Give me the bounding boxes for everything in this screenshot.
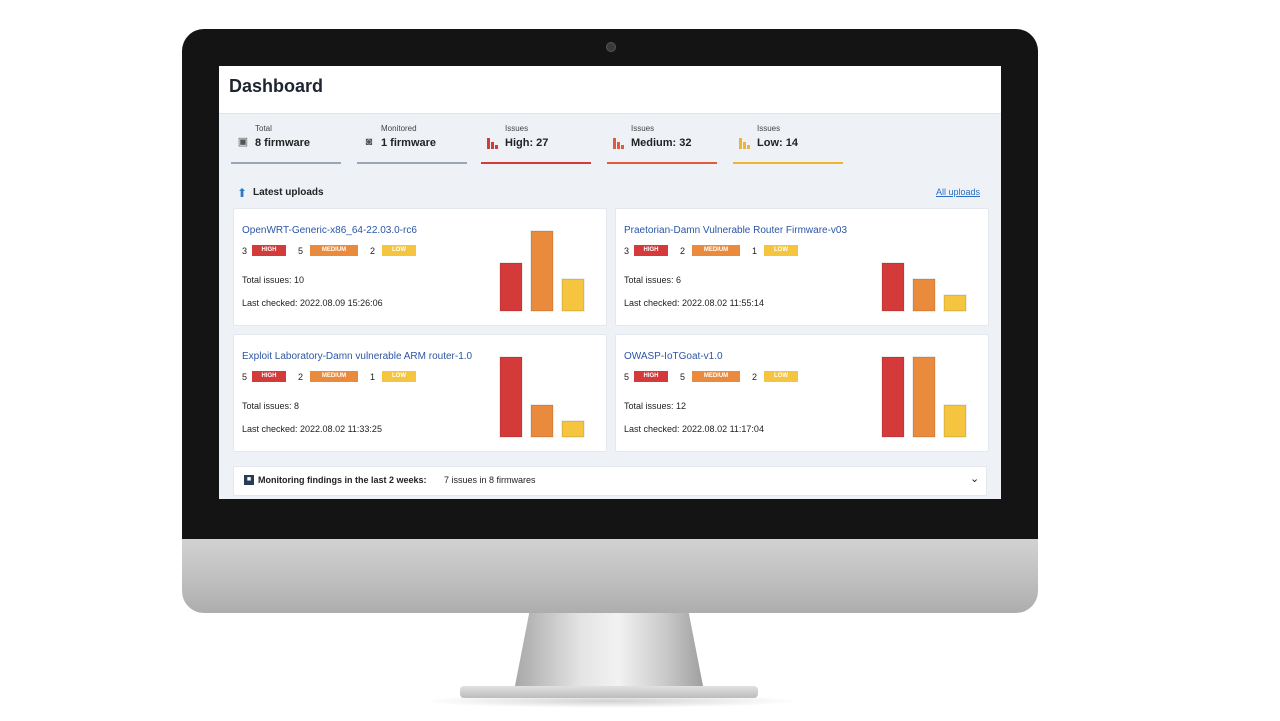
high-badge: HIGH bbox=[252, 245, 286, 256]
low-badge: LOW bbox=[764, 371, 798, 382]
firmware-card[interactable]: Praetorian-Damn Vulnerable Router Firmwa… bbox=[615, 208, 989, 326]
all-uploads-link[interactable]: All uploads bbox=[936, 187, 981, 197]
medium-count: 2 bbox=[298, 372, 304, 382]
issues-bar-chart bbox=[881, 262, 967, 312]
page-header: Dashboard bbox=[219, 66, 1001, 114]
bar-chart-icon bbox=[613, 138, 625, 149]
monitor-stand bbox=[514, 613, 704, 691]
low-bar bbox=[561, 278, 585, 312]
monitor-chin bbox=[182, 539, 1038, 613]
stat-issues-medium[interactable]: Issues Medium: 32 bbox=[607, 124, 717, 164]
monitor-icon: ■ bbox=[244, 475, 254, 485]
dashboard-screen: Dashboard ▣ Total 8 firmware ◙ Monitored… bbox=[219, 66, 1001, 499]
medium-badge: MEDIUM bbox=[310, 245, 358, 256]
high-bar bbox=[499, 262, 523, 312]
issues-bar-chart bbox=[499, 230, 585, 312]
page-title: Dashboard bbox=[229, 76, 324, 96]
low-count: 1 bbox=[370, 372, 376, 382]
medium-bar bbox=[912, 278, 936, 312]
camera-icon bbox=[606, 42, 616, 52]
low-badge: LOW bbox=[764, 245, 798, 256]
high-count: 5 bbox=[624, 372, 630, 382]
medium-bar bbox=[530, 230, 554, 312]
low-badge: LOW bbox=[382, 245, 416, 256]
bar-chart-icon bbox=[487, 138, 499, 149]
medium-badge: MEDIUM bbox=[692, 371, 740, 382]
medium-count: 5 bbox=[680, 372, 686, 382]
stat-value: Low: 14 bbox=[757, 137, 798, 149]
stat-underline bbox=[481, 162, 591, 164]
stat-caption: Issues bbox=[505, 124, 529, 133]
firmware-card[interactable]: OpenWRT-Generic-x86_64-22.03.0-rc6 3 HIG… bbox=[233, 208, 607, 326]
last-checked: Last checked: 2022.08.02 11:33:25 bbox=[242, 424, 382, 434]
stat-caption: Issues bbox=[757, 124, 781, 133]
low-bar bbox=[561, 420, 585, 438]
firmware-card[interactable]: Exploit Laboratory-Damn vulnerable ARM r… bbox=[233, 334, 607, 452]
stat-value: Medium: 32 bbox=[631, 137, 692, 149]
low-bar bbox=[943, 404, 967, 438]
chevron-down-icon[interactable]: ⌄ bbox=[970, 473, 980, 485]
firmware-name-link[interactable]: Praetorian-Damn Vulnerable Router Firmwa… bbox=[624, 225, 848, 236]
high-bar bbox=[881, 262, 905, 312]
low-bar bbox=[943, 294, 967, 312]
stat-caption: Issues bbox=[631, 124, 655, 133]
firmware-name-link[interactable]: OpenWRT-Generic-x86_64-22.03.0-rc6 bbox=[242, 225, 417, 236]
firmware-card[interactable]: OWASP-IoTGoat-v1.0 5 HIGH 5 MEDIUM 2 LOW… bbox=[615, 334, 989, 452]
low-count: 2 bbox=[752, 372, 758, 382]
medium-count: 5 bbox=[298, 246, 304, 256]
stat-total[interactable]: ▣ Total 8 firmware bbox=[231, 124, 341, 164]
last-checked: Last checked: 2022.08.09 15:26:06 bbox=[242, 298, 383, 308]
monitor-icon: ◙ bbox=[365, 136, 373, 148]
medium-badge: MEDIUM bbox=[692, 245, 740, 256]
high-badge: HIGH bbox=[634, 371, 668, 382]
stat-underline bbox=[357, 162, 467, 164]
upload-icon: ⬆ bbox=[237, 186, 248, 200]
high-bar bbox=[499, 356, 523, 438]
total-issues: Total issues: 10 bbox=[242, 275, 305, 285]
stat-underline bbox=[231, 162, 341, 164]
total-issues: Total issues: 8 bbox=[242, 401, 300, 411]
firmware-name-link[interactable]: OWASP-IoTGoat-v1.0 bbox=[624, 351, 723, 362]
total-issues: Total issues: 12 bbox=[624, 401, 687, 411]
last-checked: Last checked: 2022.08.02 11:55:14 bbox=[624, 298, 764, 308]
low-badge: LOW bbox=[382, 371, 416, 382]
high-count: 5 bbox=[242, 372, 248, 382]
stat-caption: Monitored bbox=[381, 124, 417, 133]
total-issues: Total issues: 6 bbox=[624, 275, 682, 285]
bar-chart-icon bbox=[739, 138, 751, 149]
stat-underline bbox=[733, 162, 843, 164]
high-count: 3 bbox=[624, 246, 630, 256]
medium-bar bbox=[912, 356, 936, 438]
high-badge: HIGH bbox=[252, 371, 286, 382]
high-count: 3 bbox=[242, 246, 248, 256]
stat-value: 1 firmware bbox=[381, 137, 437, 149]
issues-bar-chart bbox=[881, 356, 967, 438]
medium-bar bbox=[530, 404, 554, 438]
stat-caption: Total bbox=[255, 124, 272, 133]
monitoring-value: 7 issues in 8 firmwares bbox=[444, 475, 536, 485]
latest-uploads-title: Latest uploads bbox=[253, 187, 324, 198]
monitoring-label: Monitoring findings in the last 2 weeks: bbox=[258, 475, 427, 485]
stat-monitored[interactable]: ◙ Monitored 1 firmware bbox=[357, 124, 467, 164]
medium-badge: MEDIUM bbox=[310, 371, 358, 382]
firmware-name-link[interactable]: Exploit Laboratory-Damn vulnerable ARM r… bbox=[242, 351, 473, 362]
chip-icon: ▣ bbox=[237, 136, 249, 148]
stat-issues-high[interactable]: Issues High: 27 bbox=[481, 124, 591, 164]
high-badge: HIGH bbox=[634, 245, 668, 256]
stat-value: 8 firmware bbox=[255, 137, 311, 149]
monitoring-findings-bar[interactable]: ■ Monitoring findings in the last 2 week… bbox=[233, 466, 987, 496]
low-count: 1 bbox=[752, 246, 758, 256]
low-count: 2 bbox=[370, 246, 376, 256]
high-bar bbox=[881, 356, 905, 438]
stat-underline bbox=[607, 162, 717, 164]
issues-bar-chart bbox=[499, 356, 585, 438]
monitor-base bbox=[460, 686, 758, 698]
stat-issues-low[interactable]: Issues Low: 14 bbox=[733, 124, 843, 164]
stat-value: High: 27 bbox=[505, 137, 549, 149]
last-checked: Last checked: 2022.08.02 11:17:04 bbox=[624, 424, 764, 434]
medium-count: 2 bbox=[680, 246, 686, 256]
